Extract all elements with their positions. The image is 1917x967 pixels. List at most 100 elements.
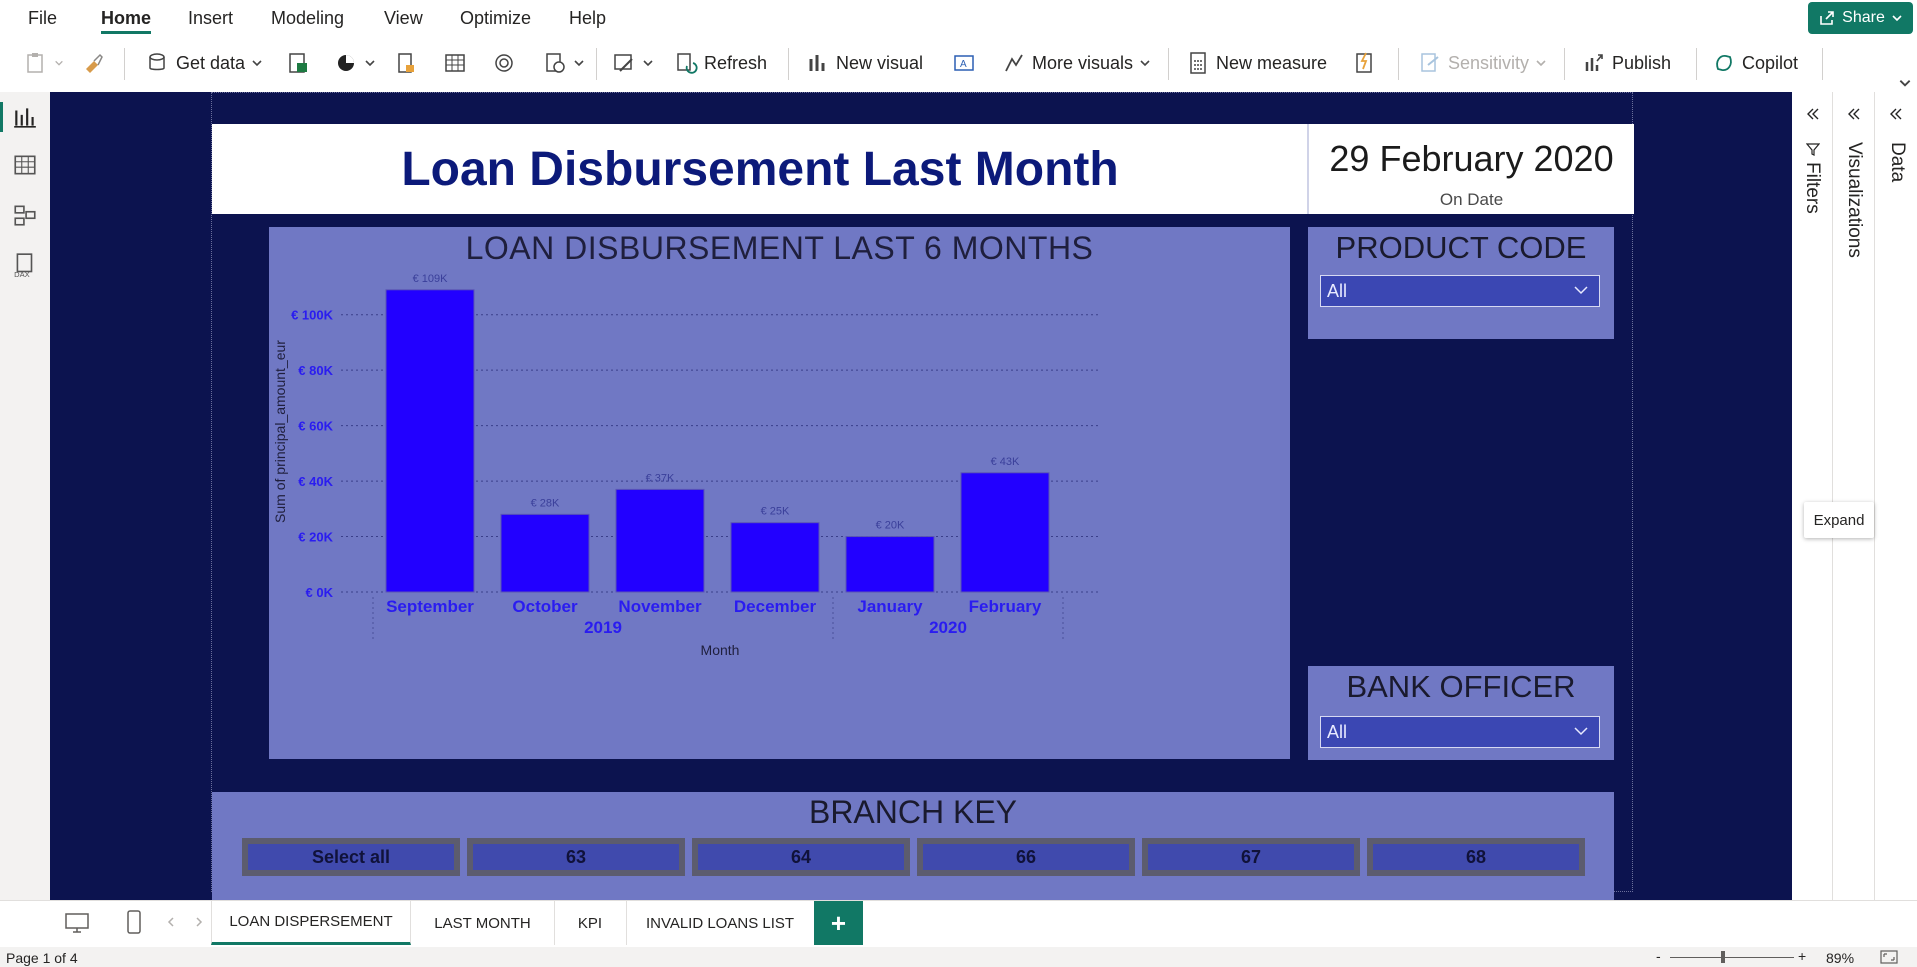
clock-document-icon <box>546 53 565 73</box>
x-axis-title: Month <box>701 642 740 658</box>
expand-tooltip: Expand <box>1804 502 1874 538</box>
chevron-down-icon <box>55 60 63 66</box>
expand-chevrons-icon[interactable] <box>1888 106 1904 122</box>
sensitivity-label: Sensitivity <box>1448 52 1530 73</box>
more-visuals-label: More visuals <box>1032 52 1134 73</box>
visualizations-pane-collapsed[interactable]: Visualizations <box>1832 92 1875 900</box>
quick-measure-button[interactable] <box>1352 46 1376 80</box>
zoom-slider-thumb[interactable] <box>1721 951 1725 963</box>
sensitivity-button[interactable]: Sensitivity <box>1418 46 1547 80</box>
data-label: € 25K <box>761 506 790 518</box>
branch-tile-select-all[interactable]: Select all <box>242 838 460 876</box>
new-measure-button[interactable]: New measure <box>1186 46 1327 80</box>
menu-file[interactable]: File <box>28 8 58 28</box>
model-view-icon[interactable] <box>12 202 38 228</box>
filters-pane-collapsed[interactable]: Filters <box>1792 92 1832 900</box>
branch-tile-68[interactable]: 68 <box>1367 838 1585 876</box>
add-page-button[interactable]: + <box>814 901 863 945</box>
x-tick-label: February <box>969 597 1042 616</box>
view-switcher: DAX <box>0 92 50 900</box>
table-icon <box>445 54 465 72</box>
zoom-slider[interactable] <box>1670 957 1794 958</box>
y-tick-label: € 40K <box>298 474 333 489</box>
collapse-ribbon-icon[interactable] <box>1898 76 1912 90</box>
menu-modeling[interactable]: Modeling <box>271 8 345 28</box>
more-visuals-button[interactable]: More visuals <box>1002 46 1151 80</box>
text-box-button[interactable]: A <box>952 46 976 80</box>
format-painter-button[interactable] <box>82 46 106 80</box>
excel-button[interactable] <box>286 46 310 80</box>
excel-icon <box>289 53 307 73</box>
date-label: On Date <box>1439 190 1504 209</box>
bar-chart-visual[interactable]: LOAN DISBURSEMENT LAST 6 MONTHS € 0K € 20… <box>269 227 1290 759</box>
x-tick-label: January <box>857 597 923 616</box>
get-data-button[interactable]: Get data <box>146 46 263 80</box>
menu-help[interactable]: Help <box>569 8 607 28</box>
x-tick-label: September <box>386 597 474 616</box>
bar-september <box>385 289 475 593</box>
ribbon-separator <box>1168 48 1169 80</box>
recent-button[interactable] <box>543 46 585 80</box>
paste-button[interactable] <box>24 46 64 80</box>
dax-query-view-icon[interactable]: DAX <box>12 252 38 278</box>
x-tick-label: December <box>734 597 817 616</box>
y-tick-label: € 80K <box>298 363 333 378</box>
ribbon-toolbar: Get data Refresh New visual A More visua… <box>0 34 1917 93</box>
branch-tile-67[interactable]: 67 <box>1142 838 1360 876</box>
data-label: € 28K <box>531 497 560 509</box>
tab-invalid-loans-list[interactable]: INVALID LOANS LIST <box>626 901 815 945</box>
next-page-icon[interactable] <box>194 916 204 928</box>
previous-page-icon[interactable] <box>166 916 176 928</box>
menu-optimize[interactable]: Optimize <box>460 8 532 28</box>
expand-chevrons-icon[interactable] <box>1846 106 1862 122</box>
fit-to-page-icon[interactable] <box>1880 950 1898 964</box>
paintbrush-icon <box>86 53 103 73</box>
year-group-label: 2019 <box>584 618 622 637</box>
data-pane-collapsed[interactable]: Data <box>1874 92 1917 900</box>
tab-loan-dispersement[interactable]: LOAN DISPERSEMENT <box>211 901 411 945</box>
zoom-out-button[interactable]: - <box>1656 948 1661 964</box>
year-group-label: 2020 <box>929 618 967 637</box>
product-code-dropdown[interactable]: All <box>1320 275 1600 307</box>
bank-officer-dropdown[interactable]: All <box>1320 716 1600 748</box>
share-button[interactable]: Share <box>1808 2 1913 34</box>
branch-tile-63[interactable]: 63 <box>467 838 685 876</box>
copilot-button[interactable]: Copilot <box>1712 46 1798 80</box>
new-visual-button[interactable]: New visual <box>806 46 923 80</box>
new-measure-label: New measure <box>1216 52 1328 73</box>
dataverse-button[interactable] <box>334 46 376 80</box>
table-view-icon[interactable] <box>12 152 38 178</box>
enter-data-button[interactable] <box>443 46 467 80</box>
desktop-layout-icon[interactable] <box>64 911 90 935</box>
report-canvas: Loan Disbursement Last Month 29 February… <box>50 92 1792 900</box>
dataflow-icon <box>495 54 513 72</box>
ribbon-separator <box>596 48 597 80</box>
date-card[interactable]: 29 February 2020 On Date <box>1307 124 1634 214</box>
menu-home[interactable]: Home <box>101 8 152 28</box>
branch-key-slicer: BRANCH KEY Select all 63 64 66 67 68 <box>212 792 1614 900</box>
chart-title: LOAN DISBURSEMENT LAST 6 MONTHS <box>465 230 1094 266</box>
recent-sources-button[interactable] <box>394 46 418 80</box>
chevron-down-icon <box>574 60 584 67</box>
tab-kpi[interactable]: KPI <box>554 901 627 945</box>
dataflow-button[interactable] <box>492 46 516 80</box>
publish-button[interactable]: Publish <box>1582 46 1671 80</box>
report-view-icon[interactable] <box>12 104 38 130</box>
chevron-down-icon <box>1574 727 1588 736</box>
zoom-in-button[interactable]: + <box>1798 948 1807 964</box>
tab-last-month[interactable]: LAST MONTH <box>411 901 555 945</box>
data-label: Data <box>1887 142 1908 183</box>
transform-data-button[interactable] <box>612 46 654 80</box>
database-icon <box>149 53 165 71</box>
filters-label: Filters <box>1802 162 1823 214</box>
page-tabs-bar: LOAN DISPERSEMENT LAST MONTH KPI INVALID… <box>0 900 1917 947</box>
svg-text:A: A <box>960 59 967 70</box>
report-title-card[interactable]: Loan Disbursement Last Month <box>212 124 1308 214</box>
expand-chevrons-icon[interactable] <box>1805 106 1821 122</box>
branch-tile-64[interactable]: 64 <box>692 838 910 876</box>
menu-insert[interactable]: Insert <box>188 8 234 28</box>
branch-tile-66[interactable]: 66 <box>917 838 1135 876</box>
menu-view[interactable]: View <box>384 8 423 28</box>
mobile-layout-icon[interactable] <box>126 909 142 935</box>
refresh-button[interactable]: Refresh <box>674 46 767 80</box>
